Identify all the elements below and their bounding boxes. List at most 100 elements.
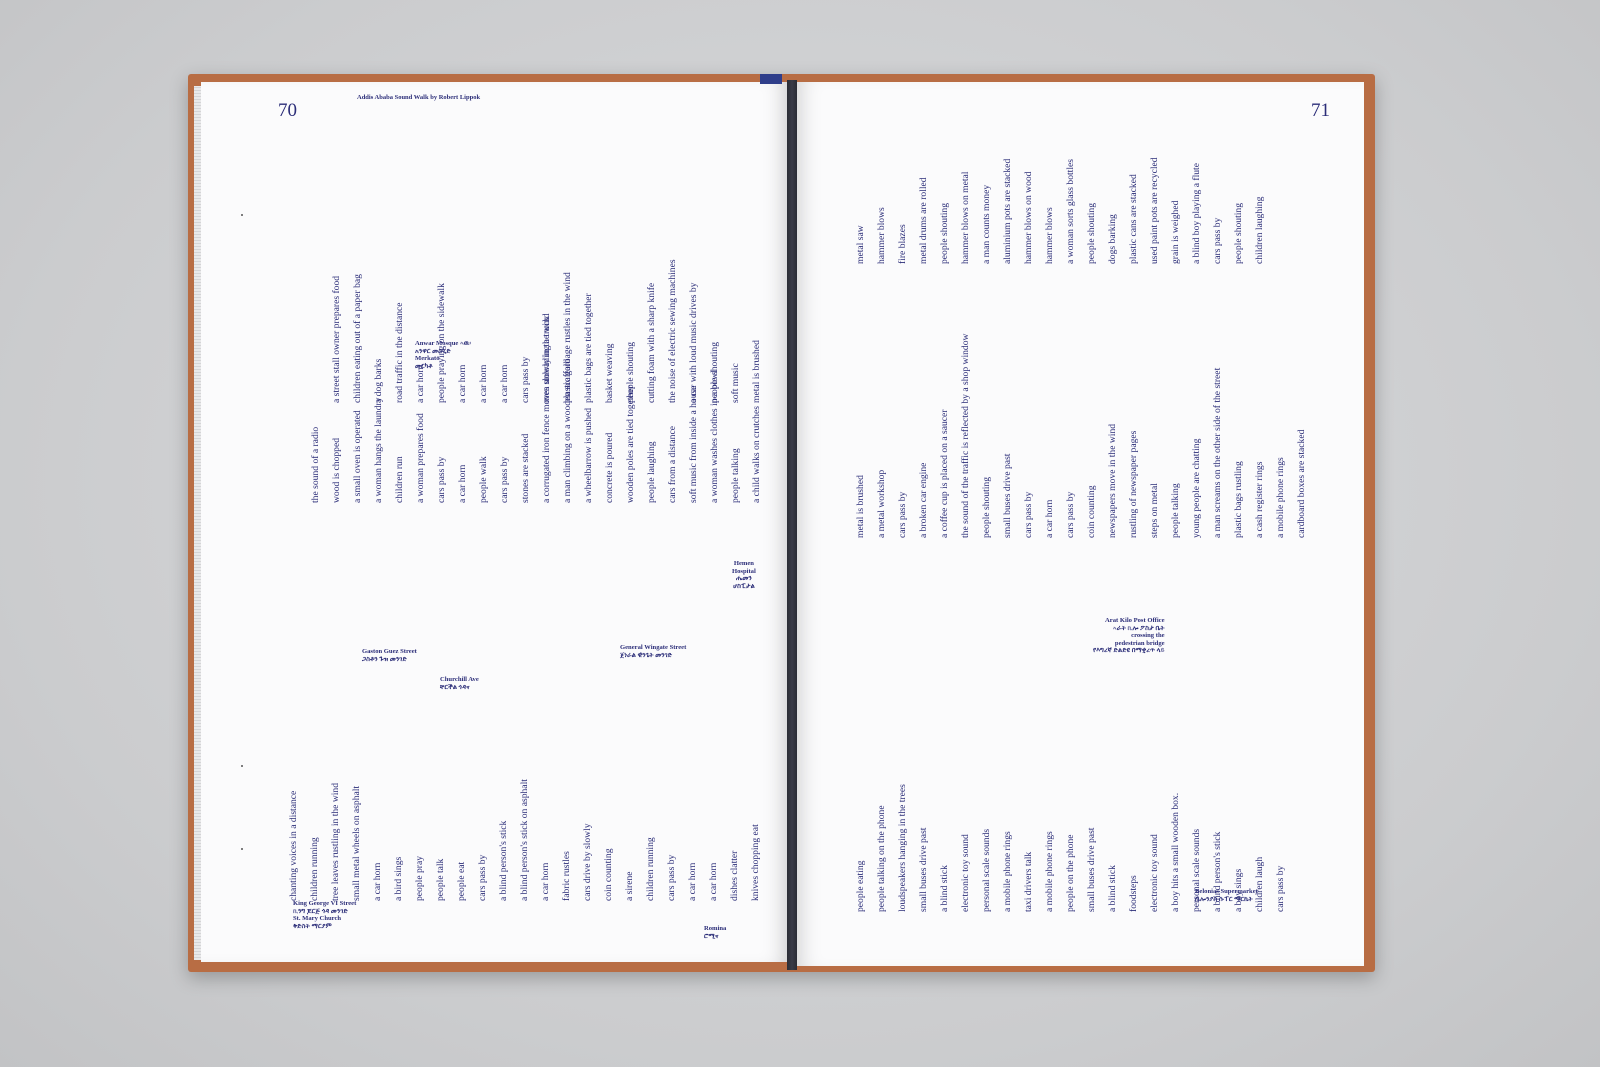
location-belonias-supermarket: Belonias Supermarket ቤሎንያስ ሱፐር ማርኬት <box>1195 888 1258 903</box>
location-label-line: St. Mary Church <box>293 915 342 922</box>
left-mid-line: a child walks on crutches <box>751 406 762 503</box>
location-label-line: General Wingate Street <box>620 644 687 651</box>
right-mid-line: rustling of newspaper pages <box>1128 430 1139 538</box>
right-mid-line: cars pass by <box>897 491 908 538</box>
location-label-line: ጀነራል ዊንጌት መንገድ <box>620 651 673 659</box>
right-top-line: hammer blows <box>876 207 887 264</box>
location-label-line: pedestrian bridge <box>1114 639 1165 647</box>
margin-dot <box>241 848 243 850</box>
right-mid-line: steps on metal <box>1149 483 1160 538</box>
left-mid-line: a small oven is operated <box>352 410 363 503</box>
right-page <box>796 82 1364 966</box>
location-label-line: ቸርችል ጎዳና <box>440 683 470 691</box>
sound-list-right-top: metal saw hammer blows fire blazes metal dr… <box>850 157 1270 264</box>
left-bottom-line: dishes clatter <box>729 850 740 901</box>
location-label-line: Belonias Supermarket <box>1195 888 1258 895</box>
left-bottom-line: children running <box>645 837 656 901</box>
right-bottom-line: a mobile phone rings <box>1044 831 1055 912</box>
page-header: Addis Ababa Sound Walk by Robert Lippok <box>357 94 481 101</box>
location-label-line: ኪንግ ጆርጅ ጎዳ መንገድ <box>293 907 348 915</box>
right-top-line: people shouting <box>1086 202 1097 264</box>
location-label-line: Romina <box>704 925 727 932</box>
location-label-line: ቤሎንያስ ሱፐር ማርኬት <box>1195 895 1253 903</box>
right-mid-line: cars pass by <box>1065 491 1076 538</box>
left-bottom-line: tree leaves rustling in the wind <box>330 782 341 901</box>
bookmark-ribbon <box>760 74 782 84</box>
right-bottom-line: loudspeakers hanging in the trees <box>897 784 908 912</box>
left-mid-line: a woman washes clothes in a bowl <box>709 370 720 503</box>
left-page <box>201 82 789 962</box>
right-top-line: people shouting <box>1233 202 1244 264</box>
location-king-george: King George VI Street ኪንግ ጆርጅ ጎዳ መንገድ St. … <box>293 900 356 930</box>
left-bottom-line: cars pass by <box>666 854 677 901</box>
right-mid-line: a metal workshop <box>876 469 887 538</box>
right-bottom-line: personal scale sounds <box>981 828 992 912</box>
left-mid-line: wooden poles are tied together <box>625 385 636 503</box>
right-mid-line: young people are chatting <box>1191 438 1202 538</box>
right-top-line: cars pass by <box>1212 217 1223 264</box>
location-label-line: ጋስቶን ጉዝ መንገድ <box>362 655 407 663</box>
location-label-line: crossing the <box>1131 632 1165 639</box>
right-mid-line: cars pass by <box>1023 491 1034 538</box>
right-top-line: a woman sorts glass bottles <box>1065 159 1076 264</box>
left-mid-line: a man climbing on a wooden scaffold <box>562 358 573 503</box>
right-mid-line: a mobile phone rings <box>1275 457 1286 538</box>
location-label-line: ሆስፒታል <box>733 582 755 590</box>
right-mid-line: a car horn <box>1044 499 1055 538</box>
right-bottom-line: a blind stick <box>939 865 950 912</box>
right-mid-line: a cash register rings <box>1254 461 1265 538</box>
right-mid-line: people shouting <box>981 476 992 538</box>
left-bottom-line: cars pass by <box>477 854 488 901</box>
right-bottom-line: electronic toy sound <box>960 834 971 912</box>
left-bottom-line: small metal wheels on asphalt <box>351 785 362 901</box>
page-stack-edge <box>194 86 202 960</box>
right-top-line: hammer blows <box>1044 207 1055 264</box>
left-bottom-line: fabric rustles <box>561 851 572 901</box>
left-mid-line: a woman hangs the laundry <box>373 397 384 503</box>
location-label-line: Hospital <box>732 567 756 575</box>
left-bottom-line: a car horn <box>540 862 551 901</box>
left-mid-line: wood is chopped <box>331 437 342 503</box>
location-churchill-ave: Churchill Ave ቸርችል ጎዳና <box>440 676 479 691</box>
right-top-line: metal drums are rolled <box>918 177 929 264</box>
right-top-line: grain is weighed <box>1170 200 1181 264</box>
location-label-line: የእግረኛ ድልድዩ በማቋረጥ ላይ <box>1093 647 1165 654</box>
sound-list-left-bottom: chanting voices in a distance children ru… <box>283 779 766 901</box>
right-top-line: hammer blows on wood <box>1023 171 1034 264</box>
location-anwar-mosque: Anwar Mosque ኣዉ፡ አንዋር መስጊድ Merkato መርካቶ <box>415 340 471 370</box>
location-label-line: Hemen <box>733 560 754 567</box>
right-mid-line: newspapers move in the wind <box>1107 423 1118 538</box>
right-bottom-line: cars pass by <box>1275 865 1286 912</box>
left-bottom-line: people eat <box>456 861 467 901</box>
right-bottom-line: small buses drive past <box>918 827 929 912</box>
left-mid-line: people talking <box>730 448 741 503</box>
right-mid-line: plastic bags rustling <box>1233 461 1244 538</box>
right-bottom-line: taxi drivers talk <box>1023 851 1034 912</box>
left-bottom-line: a bird sings <box>393 856 404 901</box>
location-label-line: ቅድስት ማርያም <box>293 922 332 930</box>
location-label-line: Arat Kilo Post Office <box>1105 617 1165 624</box>
left-bottom-line: a car horn <box>372 862 383 901</box>
right-bottom-line: a boy hits a small wooden box. <box>1170 792 1181 912</box>
right-top-line: used paint pots are recycled <box>1149 157 1160 264</box>
left-mid-line: concrete is poured <box>604 432 615 503</box>
right-mid-line: people talking <box>1170 483 1181 538</box>
left-bottom-line: coin counting <box>603 848 614 902</box>
location-label-line: መርካቶ <box>415 362 433 370</box>
right-bottom-line: people eating <box>855 860 866 912</box>
left-bottom-line: people pray <box>414 855 425 901</box>
right-top-line: a man counts money <box>981 184 992 264</box>
right-top-line: aluminium pots are stacked <box>1002 158 1013 264</box>
left-bottom-line: a sirene <box>624 871 635 901</box>
right-top-line: a blind boy playing a flute <box>1191 163 1202 264</box>
right-mid-line: a man screams on the other side of the s… <box>1212 367 1223 538</box>
right-mid-line: cardboard boxes are stacked <box>1296 429 1307 538</box>
left-mid-line: children run <box>394 456 405 503</box>
left-mid-line: people walk <box>478 456 489 503</box>
location-arat-kilo: Arat Kilo Post Office ኣራት ኪሎ ፖስታ ቤት crossi… <box>1093 617 1165 655</box>
left-bottom-line: children running <box>309 837 320 901</box>
right-mid-line: coin counting <box>1086 485 1097 539</box>
right-bottom-line: small buses drive past <box>1086 827 1097 912</box>
right-mid-line: a broken car engine <box>918 462 929 538</box>
right-mid-line: the sound of the traffic is reflected by… <box>960 333 971 538</box>
